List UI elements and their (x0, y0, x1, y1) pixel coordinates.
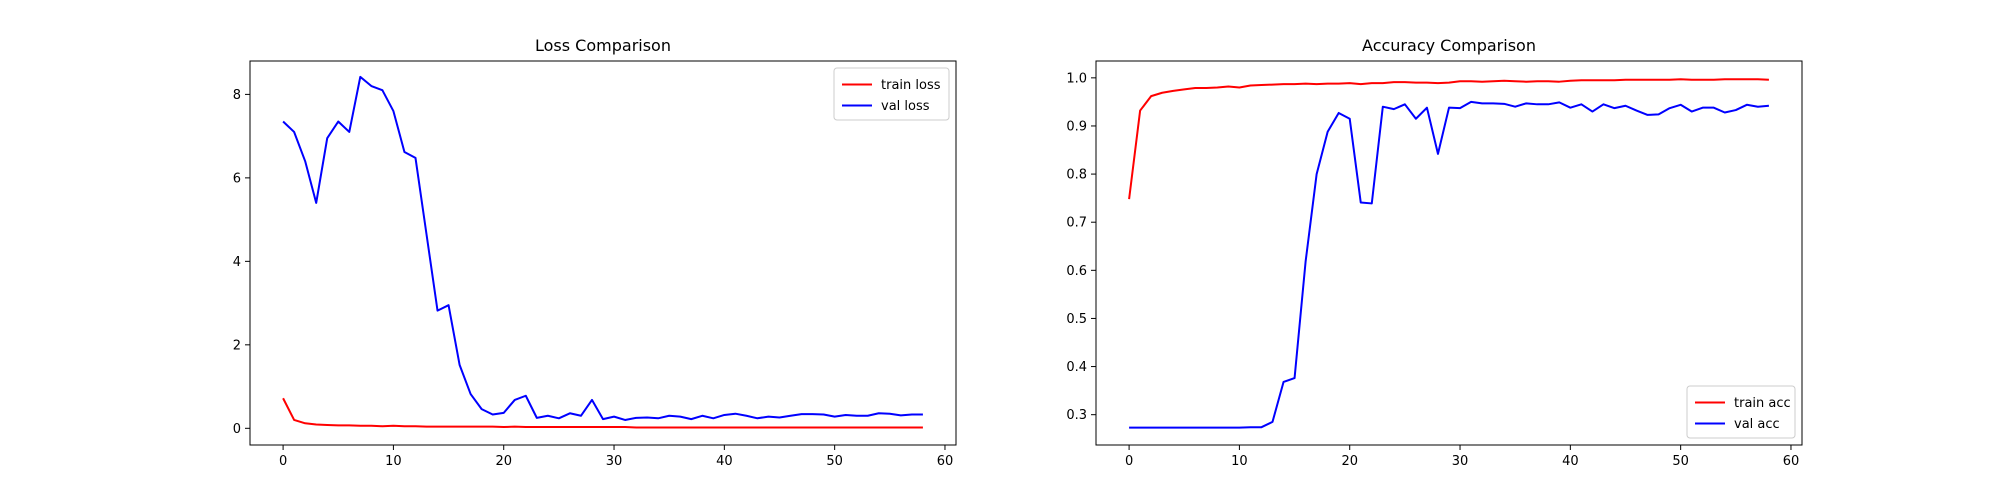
x-tick-label: 40 (716, 454, 733, 469)
x-tick-label: 40 (1562, 454, 1579, 469)
accuracy-chart-panel: Accuracy Comparison 0 10 20 30 40 50 600.30.40… (1066, 36, 1803, 469)
plot-layer (1128, 78, 1769, 429)
y-tick-label: 2 (233, 338, 241, 353)
series-line (282, 75, 923, 421)
y-tick-label: 0.8 (1066, 168, 1087, 183)
y-tick-label: 6 (233, 171, 241, 186)
x-tick-label: 20 (1341, 454, 1358, 469)
x-tick-label: 50 (1672, 454, 1689, 469)
plot-layer (282, 75, 923, 429)
ticks-layer: 0 10 20 30 40 50 60 0.3 0.4 0.5 0.6 0.7 0.8 0.9 1.0 (1066, 71, 1799, 469)
y-tick-label: 0 (233, 422, 241, 437)
chart-title: Loss Comparison (535, 36, 671, 55)
legend-box (1686, 385, 1796, 439)
y-tick-label: 4 (233, 255, 241, 270)
x-tick-label: 10 (1231, 454, 1248, 469)
legend-box (833, 67, 950, 121)
y-tick-label: 0.9 (1066, 119, 1087, 134)
x-tick-label: 20 (495, 454, 512, 469)
y-tick-label: 8 (233, 88, 241, 103)
loss-chart-panel: Loss Comparison 0 10 20 30 40 50 60 0 2 4 6 8 train… (233, 36, 957, 469)
chart-title: Accuracy Comparison (1362, 36, 1536, 55)
legend-label: train loss (881, 78, 941, 93)
series-line (1128, 78, 1769, 200)
legend-label: val acc (1734, 417, 1780, 432)
y-tick-label: 0.7 (1066, 216, 1087, 231)
x-tick-label: 50 (826, 454, 843, 469)
axes-frame (249, 60, 957, 446)
ticks-layer: 0 10 20 30 40 50 60 0 2 4 6 8 (233, 88, 954, 469)
x-tick-label: 0 (279, 454, 287, 469)
x-tick-label: 30 (606, 454, 623, 469)
x-tick-label: 0 (1125, 454, 1133, 469)
legend-label: val loss (881, 99, 930, 114)
y-tick-label: 0.6 (1066, 264, 1087, 279)
legend: train loss val loss (833, 67, 950, 121)
legend: train acc val acc (1686, 385, 1796, 439)
y-tick-label: 0.5 (1066, 312, 1087, 327)
y-tick-label: 0.3 (1066, 408, 1087, 423)
x-tick-label: 30 (1452, 454, 1469, 469)
y-tick-label: 0.4 (1066, 360, 1087, 375)
axes-frame (1095, 60, 1803, 446)
series-line (282, 397, 923, 429)
series-line (1129, 100, 1769, 429)
legend-label: train acc (1734, 396, 1791, 411)
x-tick-label: 10 (385, 454, 402, 469)
x-tick-label: 60 (937, 454, 954, 469)
x-tick-label: 60 (1783, 454, 1800, 469)
y-tick-label: 1.0 (1066, 71, 1087, 86)
